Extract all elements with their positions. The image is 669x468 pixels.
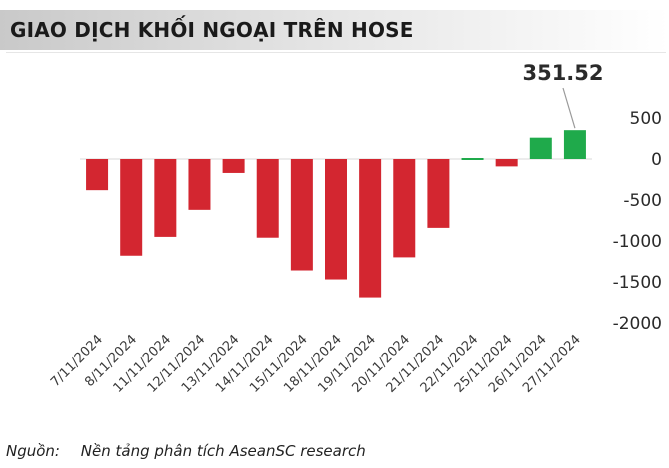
bar-18-11-2024 bbox=[325, 159, 347, 280]
bar-19-11-2024 bbox=[359, 159, 382, 298]
bar-8-11-2024 bbox=[120, 159, 143, 256]
y-tick-label: -1000 bbox=[613, 232, 662, 252]
bar-14-11-2024 bbox=[256, 159, 279, 238]
source-label: Nguồn: bbox=[6, 442, 60, 460]
source-note: Nguồn: Nền tảng phân tích AseanSC resear… bbox=[6, 442, 366, 460]
bar-15-11-2024 bbox=[290, 159, 313, 271]
bar-7-11-2024 bbox=[86, 159, 109, 191]
title-divider bbox=[6, 52, 666, 53]
data-label: 351.52 bbox=[522, 61, 603, 85]
source-text: Nền tảng phân tích AseanSC research bbox=[80, 442, 366, 460]
y-tick-label: -2000 bbox=[613, 314, 662, 334]
callout-line bbox=[562, 87, 576, 129]
bar-21-11-2024 bbox=[427, 159, 450, 228]
bar-27-11-2024 bbox=[563, 130, 586, 159]
bar-13-11-2024 bbox=[222, 159, 245, 173]
y-tick-label: 500 bbox=[630, 109, 662, 129]
bar-22-11-2024 bbox=[461, 158, 484, 160]
y-tick-label: -1500 bbox=[613, 273, 662, 293]
bar-20-11-2024 bbox=[393, 159, 416, 258]
bar-12-11-2024 bbox=[188, 159, 211, 210]
chart-title: GIAO DỊCH KHỐI NGOẠI TRÊN HOSE bbox=[10, 18, 414, 42]
bar-26-11-2024 bbox=[529, 137, 552, 159]
bar-25-11-2024 bbox=[495, 159, 518, 167]
bar-11-11-2024 bbox=[154, 159, 177, 237]
title-band bbox=[0, 10, 669, 50]
y-tick-label: 0 bbox=[651, 150, 662, 170]
y-tick-label: -500 bbox=[623, 191, 662, 211]
